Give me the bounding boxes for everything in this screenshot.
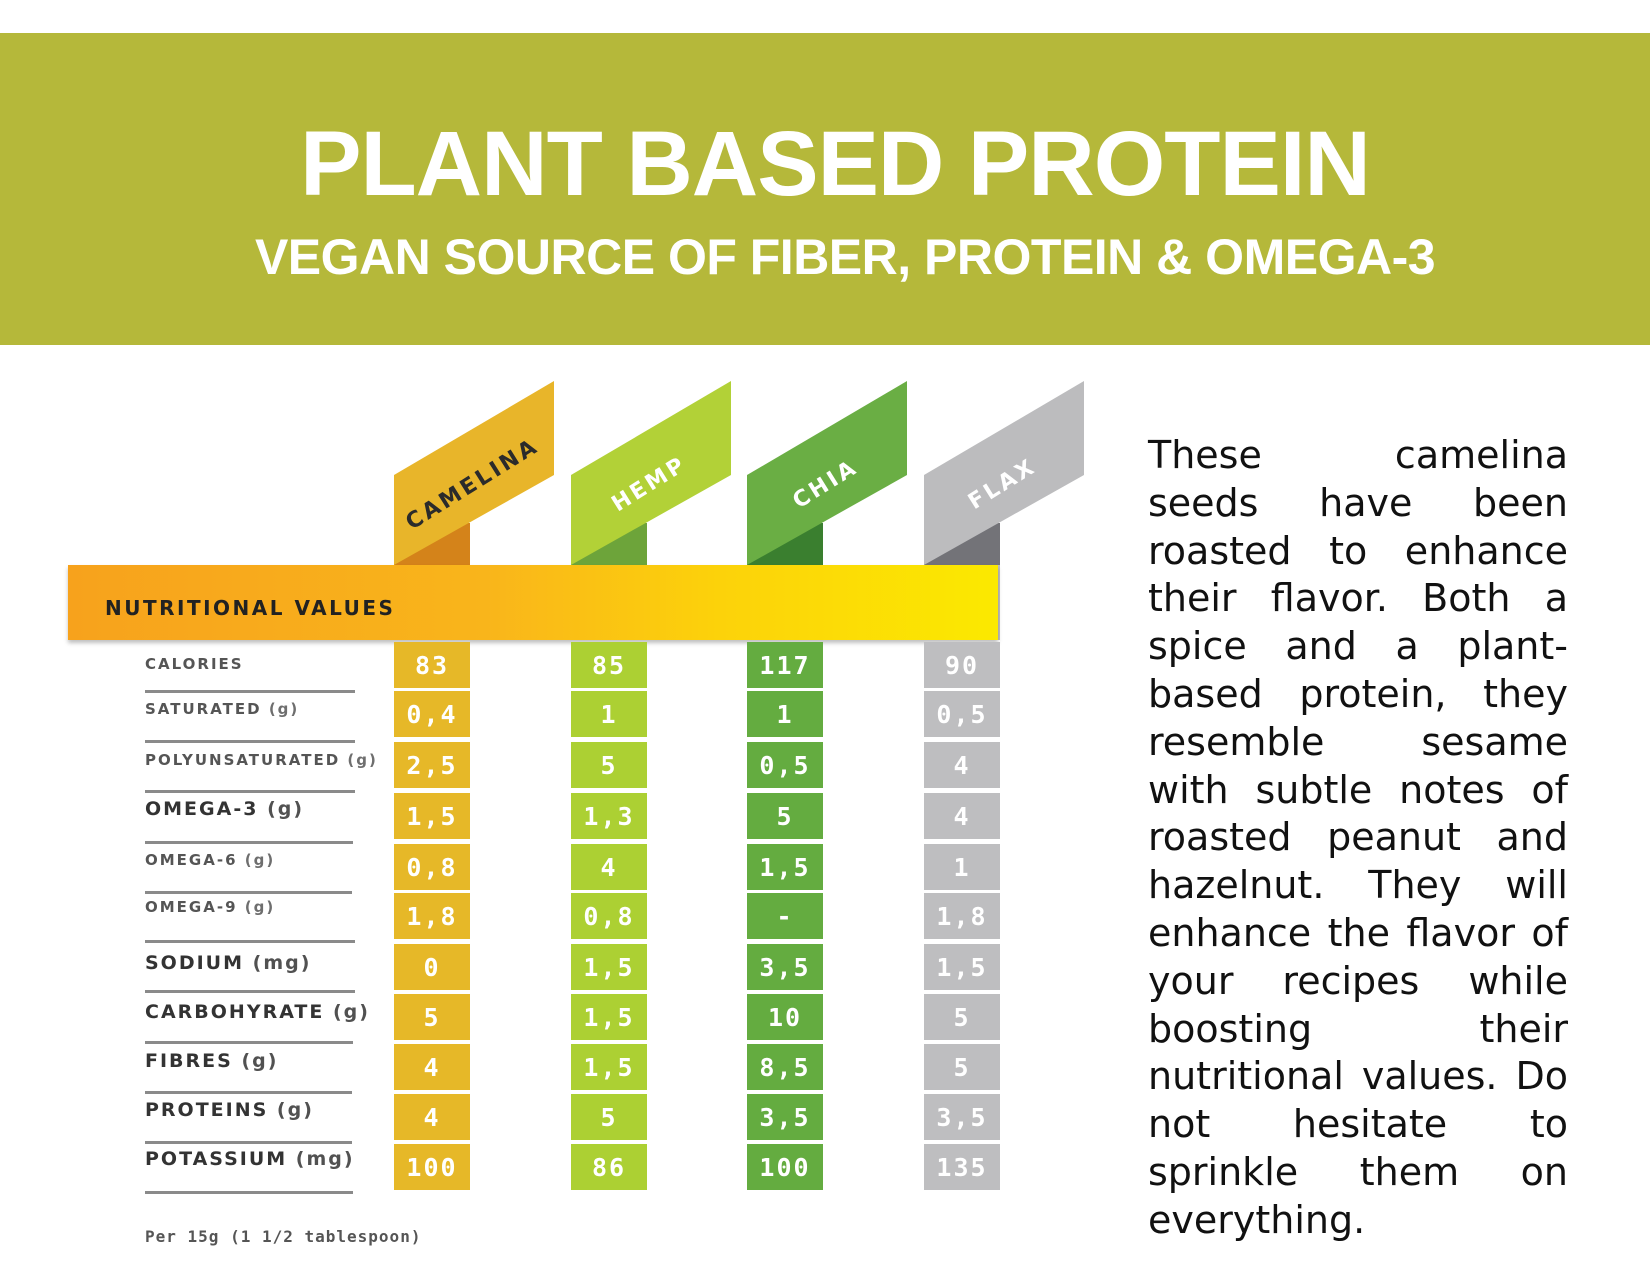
row-label: FIBRES (g) [145,1050,278,1072]
row-divider [145,1191,353,1194]
row-label-name: OMEGA-6 [145,851,238,869]
row-label-unit: (mg) [287,1148,355,1170]
table-cell: 1 [924,844,1000,890]
table-cell: 1,5 [571,994,647,1040]
row-label: SATURATED (g) [145,700,299,718]
table-cell: 4 [394,1094,470,1140]
row-label: OMEGA-9 (g) [145,898,275,916]
table-cell: 3,5 [747,1094,823,1140]
table-cell: 1 [747,691,823,737]
table-cell: 2,5 [394,742,470,788]
row-label: SODIUM (mg) [145,952,311,974]
row-label-name: CALORIES [145,655,244,673]
table-cell: 0,5 [924,691,1000,737]
table-cell: 1,5 [924,944,1000,990]
table-cell: 1,5 [394,793,470,839]
table-cell: 83 [394,642,470,688]
flag-camelina [394,381,554,565]
table-cell: 3,5 [747,944,823,990]
table-cell: 5 [924,994,1000,1040]
row-label: POTASSIUM (mg) [145,1148,355,1170]
serving-footnote: Per 15g (1 1/2 tablespoon) [145,1227,422,1246]
table-cell: 1,3 [571,793,647,839]
table-cell: 135 [924,1144,1000,1190]
row-label-unit: (g) [232,1050,279,1072]
row-label-name: PROTEINS [145,1099,269,1121]
row-label-unit: (g) [237,898,276,916]
row-label-name: SATURATED [145,700,262,718]
table-cell: - [747,893,823,939]
table-cell: 5 [394,994,470,1040]
table-cell: 0,8 [394,844,470,890]
table-cell: 10 [747,994,823,1040]
table-cell: 8,5 [747,1044,823,1090]
row-divider [145,940,355,943]
flag-chia [747,381,907,565]
row-divider [145,790,355,793]
row-divider [145,841,353,844]
row-divider [145,690,355,693]
row-divider [145,740,355,743]
table-cell: 0,5 [747,742,823,788]
table-cell: 100 [394,1144,470,1190]
row-label-unit: (mg) [244,952,312,974]
row-divider [145,1091,352,1094]
row-label-unit: (g) [261,700,300,718]
row-label-name: POTASSIUM [145,1148,288,1170]
table-cell: 4 [924,793,1000,839]
table-cell: 1,5 [571,944,647,990]
row-label-unit: (g) [340,751,378,769]
row-label: OMEGA-6 (g) [145,851,275,869]
row-label-unit: (g) [324,1001,370,1023]
nutritional-values-label: NUTRITIONAL VALUES [105,596,396,620]
row-label-unit: (g) [258,798,305,820]
row-label: CARBOHYRATE (g) [145,1001,370,1023]
row-divider [145,1141,352,1144]
table-cell: 0,4 [394,691,470,737]
row-label-name: OMEGA-9 [145,898,238,916]
table-cell: 5 [747,793,823,839]
row-divider [145,990,355,993]
row-divider [145,891,352,894]
row-label: PROTEINS (g) [145,1099,314,1121]
page-title: PLANT BASED PROTEIN [300,113,1371,215]
table-cell: 5 [571,742,647,788]
table-cell: 1,8 [924,893,1000,939]
table-cell: 1,8 [394,893,470,939]
page-subtitle: VEGAN SOURCE OF FIBER, PROTEIN & OMEGA-3 [254,229,1436,285]
row-label-name: CARBOHYRATE [145,1001,325,1023]
table-cell: 1,5 [571,1044,647,1090]
table-cell: 0,8 [571,893,647,939]
table-cell: 85 [571,642,647,688]
row-label: POLYUNSATURATED (g) [145,751,378,769]
table-cell: 4 [394,1044,470,1090]
table-cell: 4 [924,742,1000,788]
header-banner [0,33,1650,345]
product-description: These camelina seeds have been roasted t… [1148,433,1568,1242]
table-cell: 3,5 [924,1094,1000,1140]
row-label: OMEGA-3 (g) [145,798,304,820]
table-cell: 1 [571,691,647,737]
row-divider [145,1041,353,1044]
row-label-name: SODIUM [145,952,245,974]
table-cell: 117 [747,642,823,688]
nutritional-values-band [68,565,998,640]
table-cell: 86 [571,1144,647,1190]
row-label-unit: (g) [268,1099,314,1121]
table-cell: 100 [747,1144,823,1190]
flag-hemp [571,381,731,565]
row-label: CALORIES [145,655,244,673]
row-label-unit: (g) [237,851,276,869]
row-label-name: OMEGA-3 [145,798,259,820]
table-cell: 0 [394,944,470,990]
flag-flax [924,381,1084,565]
table-cell: 1,5 [747,844,823,890]
table-cell: 5 [571,1094,647,1140]
row-label-name: POLYUNSATURATED [145,751,341,769]
row-label-name: FIBRES [145,1050,233,1072]
table-cell: 4 [571,844,647,890]
table-cell: 90 [924,642,1000,688]
table-cell: 5 [924,1044,1000,1090]
